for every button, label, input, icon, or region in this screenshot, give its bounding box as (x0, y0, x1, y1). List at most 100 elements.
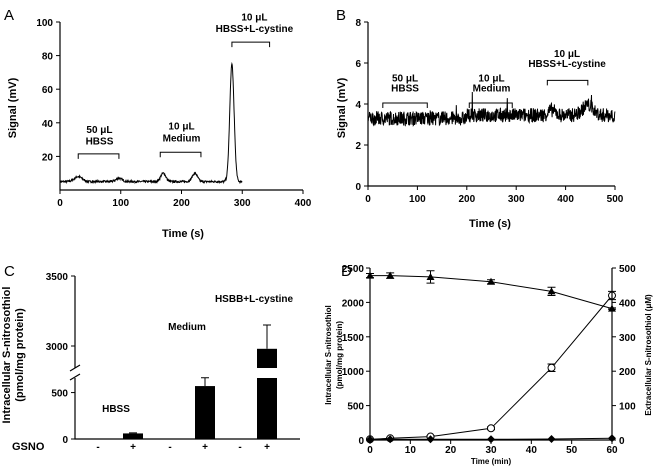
data-point-triangle (426, 272, 435, 280)
panel-d-ylabel-left-line1: Intracellular S-nitrosothiol (324, 305, 333, 405)
panel-letter-b: B (336, 7, 346, 24)
panel-a: A Signal (mV) Time (s) 0 100 200 300 400 20 40… (4, 7, 312, 240)
panel-d-ylabel-left-line2: (pmol/mg protein) (335, 321, 344, 389)
x-tick-label: 20 (445, 445, 457, 456)
axis-break-mark (69, 364, 81, 381)
y-tick-label: 6 (355, 59, 361, 70)
injection-annotation: HBSS+L-cystine (528, 59, 606, 70)
injection-annotation: HBSS (86, 137, 114, 148)
x-tick-label: 200 (173, 198, 190, 209)
injection-annotation: 10 μL (478, 73, 504, 84)
error-bar (263, 324, 271, 349)
y-tick-label: 8 (355, 18, 361, 29)
y-tick-label: 2 (355, 141, 361, 152)
panel-a-signal-trace (59, 61, 243, 185)
y-tick-label: 4 (355, 100, 361, 111)
panel-d-ylabel-right: Extracellular S-nitrosothiol (μM) (644, 294, 653, 416)
panel-a-ylabel: Signal (mV) (7, 77, 19, 138)
data-point-triangle (547, 287, 556, 295)
data-point-circle (487, 424, 495, 433)
y-tick-label: 40 (42, 119, 54, 130)
x-tick-label: 100 (112, 198, 129, 209)
bar (257, 348, 277, 439)
panel-c-ylabel-line2: (pmol/mg protein) (14, 308, 26, 402)
x-tick-label: 60 (606, 445, 618, 456)
bar (195, 386, 215, 439)
panel-c-xlabel: GSNO (12, 441, 45, 453)
injection-annotation: 10 μL (241, 12, 267, 23)
x-tick-label: 0 (57, 198, 63, 209)
panel-b-signal-trace (367, 91, 616, 127)
injection-bracket (468, 102, 513, 108)
data-point-diamond (386, 435, 395, 444)
y-tick-label: 20 (42, 152, 54, 163)
injection-annotation: Medium (163, 133, 201, 144)
panel-b-axes (367, 22, 615, 187)
x-tick-label: 50 (566, 445, 578, 456)
x-tick-label: 100 (409, 194, 426, 205)
data-point-triangle (386, 271, 395, 279)
data-point-diamond (487, 435, 495, 444)
injection-bracket (231, 41, 271, 48)
injection-annotation: 50 μL (86, 125, 112, 136)
gsno-category-label: + (130, 442, 136, 453)
y-left-tick-label: 1000 (342, 367, 365, 378)
injection-bracket (159, 151, 202, 158)
x-tick-label: 30 (485, 445, 497, 456)
data-point-circle (547, 363, 556, 372)
x-tick-label: 300 (508, 194, 525, 205)
panel-letter-c: C (4, 263, 15, 280)
y-right-tick-label: 300 (619, 333, 636, 344)
injection-annotation: HBSS (391, 84, 419, 95)
y-tick-label: 0 (62, 435, 68, 446)
panel-d-xlabel: Time (min) (471, 457, 512, 466)
y-tick-label: 0 (355, 182, 361, 193)
y-right-tick-label: 200 (619, 367, 636, 378)
panel-c: C Intracellular S-nitrosothiol (pmol/mg … (1, 263, 300, 453)
y-tick-label: 500 (51, 389, 68, 400)
injection-annotation: Medium (473, 84, 511, 95)
y-left-tick-label: 1500 (342, 333, 365, 344)
series-line-circle-open (369, 295, 613, 440)
injection-annotation: HBSS+L-cystine (216, 24, 294, 35)
panel-b: B Signal (mV) Time (s) 0 100 200 300 400 500 0… (336, 7, 624, 230)
y-left-tick-label: 500 (347, 402, 364, 413)
x-tick-label: 0 (365, 194, 371, 205)
y-tick-label: 60 (42, 85, 54, 96)
gsno-category-label: - (96, 442, 99, 453)
injection-bracket (546, 79, 589, 86)
x-tick-label: 0 (367, 445, 373, 456)
injection-annotation: 10 μL (168, 122, 194, 133)
series-line-triangle (370, 275, 613, 310)
injection-annotation: 10 μL (554, 49, 580, 60)
panel-letter-d: D (341, 263, 352, 280)
error-bar (129, 432, 137, 434)
y-left-tick-label: 2000 (342, 298, 365, 309)
panel-b-xlabel: Time (s) (469, 218, 511, 230)
panel-letter-a: A (4, 7, 14, 24)
panel-a-xlabel: Time (s) (162, 228, 204, 240)
injection-bracket (382, 102, 428, 108)
y-left-tick-label: 2500 (342, 264, 365, 275)
data-point-triangle (487, 277, 495, 285)
y-left-tick-label: 0 (358, 436, 364, 447)
panel-b-ylabel: Signal (mV) (336, 77, 348, 138)
data-point-diamond (547, 434, 556, 443)
y-tick-label: 100 (36, 18, 53, 29)
x-tick-label: 40 (526, 445, 538, 456)
group-label: HSBB+L-cystine (215, 294, 294, 305)
x-tick-label: 300 (234, 198, 251, 209)
group-label: Medium (168, 322, 206, 333)
panel-a-axes (59, 22, 303, 191)
x-tick-label: 400 (295, 198, 312, 209)
gsno-category-label: - (168, 442, 171, 453)
data-point-diamond (426, 435, 435, 444)
error-bar (201, 377, 209, 387)
x-tick-label: 500 (607, 194, 624, 205)
x-tick-label: 400 (557, 194, 574, 205)
gsno-category-label: - (238, 442, 241, 453)
y-right-tick-label: 0 (619, 436, 625, 447)
y-tick-label: 3500 (46, 272, 69, 283)
panel-c-axes (74, 276, 300, 440)
